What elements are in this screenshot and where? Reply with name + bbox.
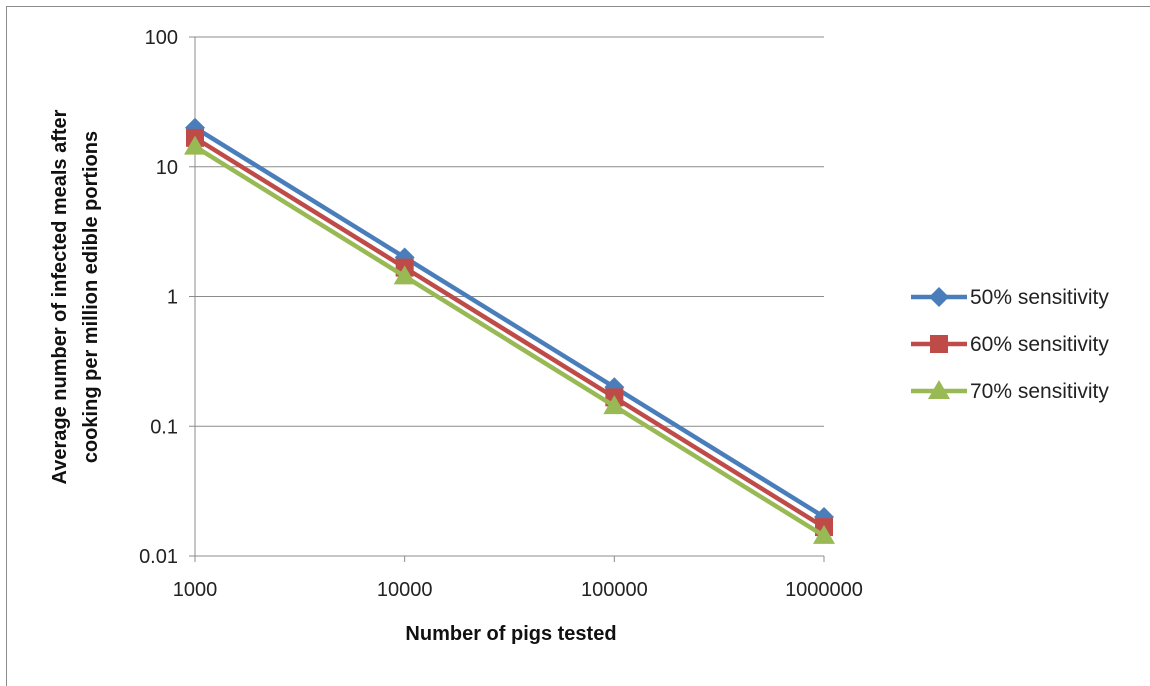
legend-label: 50% sensitivity bbox=[970, 286, 1109, 309]
series-group bbox=[184, 117, 835, 544]
y-tick-label: 10 bbox=[156, 157, 178, 179]
x-axis-title: Number of pigs tested bbox=[405, 623, 616, 645]
data-point bbox=[393, 265, 416, 285]
y-axis-title-line-2: cooking per million edible portions bbox=[80, 131, 102, 463]
data-point bbox=[813, 524, 835, 544]
y-tick-label: 0.1 bbox=[150, 416, 178, 438]
series-2 bbox=[186, 128, 833, 537]
data-point bbox=[184, 135, 206, 155]
y-tick-label: 1 bbox=[167, 287, 178, 309]
y-axis-title: Average number of infected meals after bbox=[49, 109, 71, 484]
data-point bbox=[603, 395, 626, 415]
chart-frame bbox=[6, 6, 1150, 686]
legend-marker bbox=[929, 287, 949, 307]
gridlines bbox=[195, 36, 824, 427]
legend-marker bbox=[928, 380, 950, 399]
y-tick-label: 0.01 bbox=[139, 546, 178, 568]
x-tick-label: 10000 bbox=[377, 579, 433, 601]
series-line bbox=[193, 125, 826, 519]
series-3 bbox=[184, 135, 835, 544]
y-tick-label: 100 bbox=[145, 27, 178, 49]
legend-item-2: 60% sensitivity bbox=[911, 333, 1109, 356]
y-axis-title-2: cooking per million edible portions bbox=[80, 131, 102, 463]
legend-item-1: 50% sensitivity bbox=[911, 286, 1109, 309]
series-line bbox=[193, 135, 826, 530]
y-axis-title-line-1: Average number of infected meals after bbox=[49, 109, 71, 484]
x-tick-label: 100000 bbox=[581, 579, 648, 601]
legend: 50% sensitivity 60% sensitivity 70% sensit… bbox=[911, 286, 1109, 403]
legend-label: 60% sensitivity bbox=[970, 333, 1109, 356]
x-tick-labels: 1000 10000 100000 1000000 bbox=[173, 579, 863, 601]
axes bbox=[189, 36, 825, 562]
x-tick-label: 1000000 bbox=[785, 579, 863, 601]
legend-marker bbox=[930, 335, 948, 353]
x-tick-label: 1000 bbox=[173, 579, 218, 601]
legend-label: 70% sensitivity bbox=[970, 380, 1109, 403]
series-1 bbox=[185, 117, 834, 527]
legend-item-3: 70% sensitivity bbox=[911, 380, 1109, 403]
series-line bbox=[193, 144, 826, 538]
y-tick-labels: 0.01 0.1 1 10 100 bbox=[139, 27, 178, 568]
